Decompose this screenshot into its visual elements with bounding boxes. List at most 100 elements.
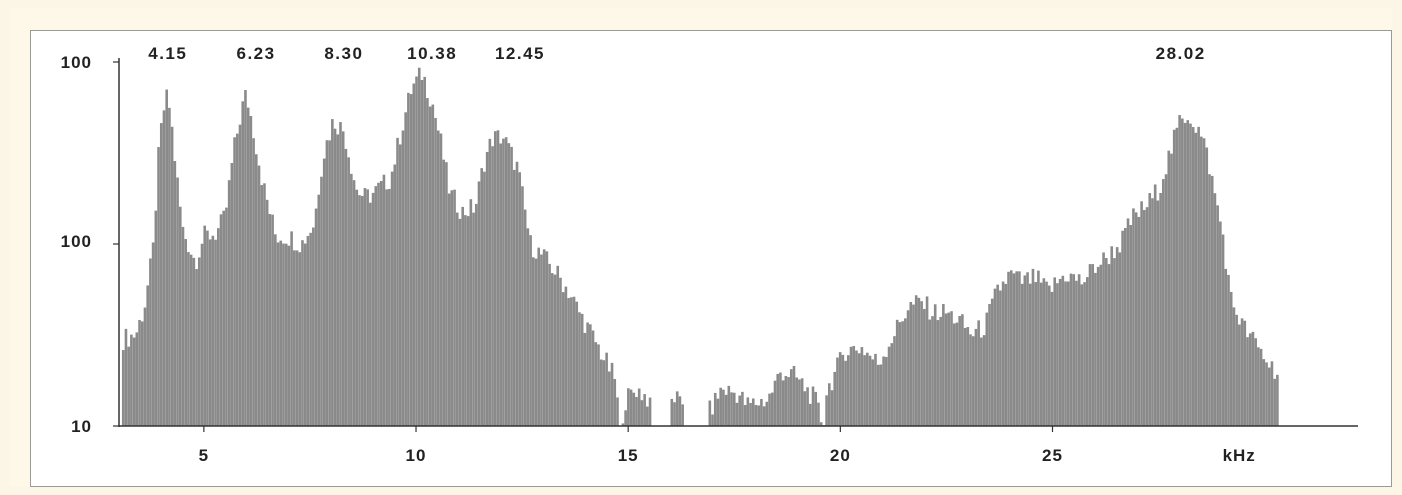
bar bbox=[341, 131, 345, 426]
bar bbox=[377, 182, 380, 426]
bar bbox=[165, 89, 168, 427]
bar bbox=[1042, 278, 1046, 426]
x-tick-label: 20 bbox=[830, 446, 851, 465]
bar bbox=[1273, 378, 1276, 426]
bar bbox=[496, 130, 500, 427]
bar bbox=[1105, 257, 1108, 426]
bar bbox=[909, 302, 913, 426]
axes bbox=[113, 58, 1358, 432]
bar bbox=[121, 350, 125, 426]
bar bbox=[977, 320, 980, 426]
bar bbox=[206, 230, 209, 426]
bar bbox=[417, 67, 421, 427]
bar bbox=[1224, 268, 1228, 426]
bar bbox=[404, 112, 407, 426]
bar bbox=[808, 403, 812, 426]
bar bbox=[1132, 208, 1135, 426]
bar bbox=[787, 377, 790, 426]
x-tick-label: 10 bbox=[406, 446, 427, 465]
bar bbox=[132, 337, 136, 426]
bar bbox=[325, 140, 329, 427]
bar bbox=[379, 180, 383, 426]
y-tick-label: 100 bbox=[61, 232, 92, 251]
bar bbox=[453, 189, 456, 426]
bar bbox=[485, 151, 489, 426]
bar bbox=[871, 359, 875, 426]
bar bbox=[629, 389, 633, 426]
bar bbox=[170, 126, 174, 426]
bar bbox=[898, 322, 902, 426]
bar bbox=[1020, 283, 1024, 426]
bar bbox=[1091, 264, 1095, 426]
bar bbox=[730, 392, 733, 426]
x-tick-label: 5 bbox=[199, 446, 209, 465]
bar bbox=[227, 180, 231, 426]
bar bbox=[814, 391, 818, 426]
bar bbox=[287, 245, 291, 426]
bar bbox=[290, 231, 293, 426]
peak-label: 4.15 bbox=[148, 44, 187, 63]
bar bbox=[1134, 212, 1138, 426]
bar bbox=[613, 379, 617, 426]
bar bbox=[776, 373, 780, 426]
bar bbox=[1175, 127, 1179, 426]
bar bbox=[904, 318, 907, 426]
bar bbox=[1069, 273, 1073, 426]
bar bbox=[445, 162, 448, 427]
bar bbox=[523, 209, 527, 426]
bar bbox=[936, 320, 940, 426]
bar bbox=[314, 208, 318, 426]
bar bbox=[1066, 281, 1070, 426]
bar bbox=[741, 391, 744, 426]
bar bbox=[1265, 362, 1268, 426]
bar bbox=[556, 265, 560, 426]
bar bbox=[1248, 333, 1252, 426]
bar bbox=[920, 301, 923, 426]
bar bbox=[990, 298, 994, 426]
bar bbox=[284, 243, 288, 426]
bar bbox=[526, 228, 530, 426]
bar bbox=[1102, 252, 1105, 426]
bar bbox=[347, 157, 350, 426]
bar bbox=[214, 239, 217, 426]
bar bbox=[265, 199, 269, 426]
bar bbox=[792, 365, 796, 426]
bar bbox=[512, 169, 516, 426]
bar bbox=[643, 394, 646, 426]
bar bbox=[1156, 200, 1160, 426]
bar bbox=[238, 124, 242, 426]
bar bbox=[969, 334, 972, 426]
bar bbox=[249, 116, 253, 426]
bar bbox=[532, 257, 535, 426]
bar bbox=[1110, 246, 1114, 426]
bar bbox=[722, 389, 725, 426]
bar bbox=[974, 328, 978, 426]
bar bbox=[1129, 225, 1133, 426]
bar bbox=[1251, 331, 1255, 426]
bar bbox=[852, 345, 856, 426]
bar bbox=[390, 171, 394, 426]
bar bbox=[534, 258, 538, 426]
bar bbox=[762, 406, 766, 426]
bar bbox=[640, 400, 644, 426]
bar bbox=[999, 290, 1002, 426]
bar bbox=[1058, 278, 1062, 426]
bar bbox=[200, 243, 204, 426]
bar bbox=[1124, 228, 1127, 426]
bar bbox=[230, 163, 234, 426]
bar bbox=[1026, 272, 1029, 426]
bar bbox=[798, 379, 801, 426]
bar bbox=[1219, 221, 1222, 426]
bar bbox=[255, 154, 258, 426]
bar bbox=[260, 185, 264, 426]
bar bbox=[303, 243, 307, 426]
bar bbox=[1167, 150, 1171, 426]
bar bbox=[192, 257, 196, 426]
bar bbox=[464, 215, 467, 426]
bar bbox=[320, 176, 323, 426]
bar bbox=[1037, 270, 1040, 426]
bar bbox=[765, 401, 769, 426]
bar bbox=[933, 304, 937, 426]
y-tick-label: 10 bbox=[71, 417, 92, 436]
